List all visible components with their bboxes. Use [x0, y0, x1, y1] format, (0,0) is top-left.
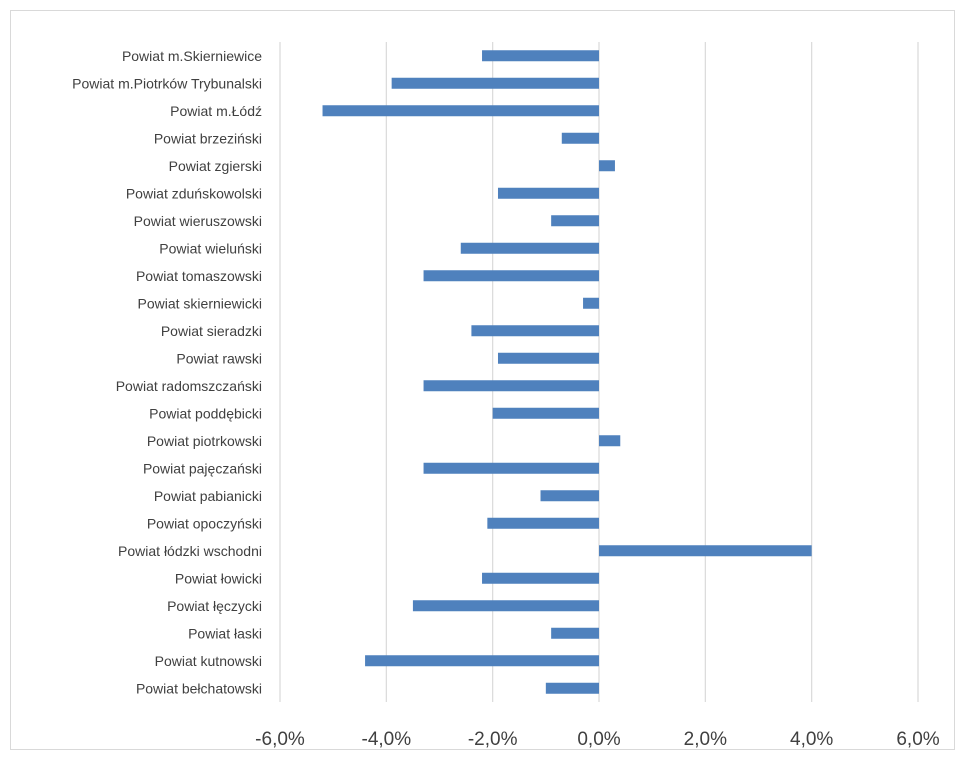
bar: [551, 627, 599, 639]
category-label: Powiat brzeziński: [154, 130, 262, 146]
x-tick-label: 2,0%: [684, 729, 727, 750]
category-label: Powiat radomszczański: [116, 378, 262, 394]
x-tick-label: -4,0%: [362, 729, 412, 750]
category-label: Powiat sieradzki: [161, 323, 262, 339]
category-labels: Powiat m.Skierniewice Powiat m.Piotrków T…: [72, 48, 262, 697]
bar: [492, 407, 599, 419]
x-tick-label: -6,0%: [255, 729, 305, 750]
bar: [460, 242, 599, 254]
category-label: Powiat łęczycki: [167, 598, 262, 614]
bar: [583, 297, 599, 309]
x-tick-label: -2,0%: [468, 729, 518, 750]
category-label: Powiat tomaszowski: [136, 268, 262, 284]
x-tick-label: 4,0%: [790, 729, 833, 750]
bars: [322, 50, 812, 694]
category-label: Powiat bełchatowski: [136, 680, 262, 696]
category-label: Powiat poddębicki: [149, 405, 262, 421]
category-label: Powiat m.Piotrków Trybunalski: [72, 75, 262, 91]
bar: [497, 352, 599, 364]
gridlines: [279, 42, 919, 702]
category-label: Powiat skierniewicki: [138, 295, 262, 311]
x-tick-label: 0,0%: [577, 729, 620, 750]
bar: [365, 655, 599, 667]
bar: [423, 462, 599, 474]
bar: [471, 325, 599, 337]
bar: [561, 132, 599, 144]
category-label: Powiat łódzki wschodni: [118, 543, 262, 559]
bar: [599, 160, 615, 172]
bar: [423, 380, 599, 392]
category-label: Powiat kutnowski: [155, 653, 262, 669]
category-label: Powiat opoczyński: [147, 515, 262, 531]
category-label: Powiat rawski: [176, 350, 262, 366]
bar: [391, 77, 599, 89]
category-label: Powiat pajęczański: [143, 460, 262, 476]
category-label: Powiat zgierski: [169, 158, 262, 174]
chart-frame: [10, 10, 955, 750]
bar: [322, 105, 599, 117]
bar: [482, 572, 599, 584]
category-label: Powiat m.Skierniewice: [122, 48, 262, 64]
category-label: Powiat pabianicki: [154, 488, 262, 504]
bar: [545, 682, 599, 694]
category-label: Powiat wieruszowski: [134, 213, 262, 229]
bar: [487, 517, 599, 529]
bar: [540, 490, 599, 502]
category-label: Powiat łowicki: [175, 570, 262, 586]
bar: [497, 187, 599, 199]
x-tick-labels: -6,0% -4,0% -2,0% 0,0% 2,0% 4,0% 6,0%: [255, 729, 940, 750]
x-tick-label: 6,0%: [896, 729, 939, 750]
category-label: Powiat piotrkowski: [147, 433, 262, 449]
category-label: Powiat łaski: [188, 625, 262, 641]
bar: [551, 215, 599, 227]
category-label: Powiat zduńskowolski: [126, 185, 262, 201]
bar: [599, 435, 621, 447]
bar: [482, 50, 599, 62]
category-label: Powiat wieluński: [159, 240, 262, 256]
bar: [599, 545, 812, 557]
bar: [423, 270, 599, 282]
bar: [412, 600, 599, 612]
category-label: Powiat m.Łódź: [170, 103, 262, 119]
